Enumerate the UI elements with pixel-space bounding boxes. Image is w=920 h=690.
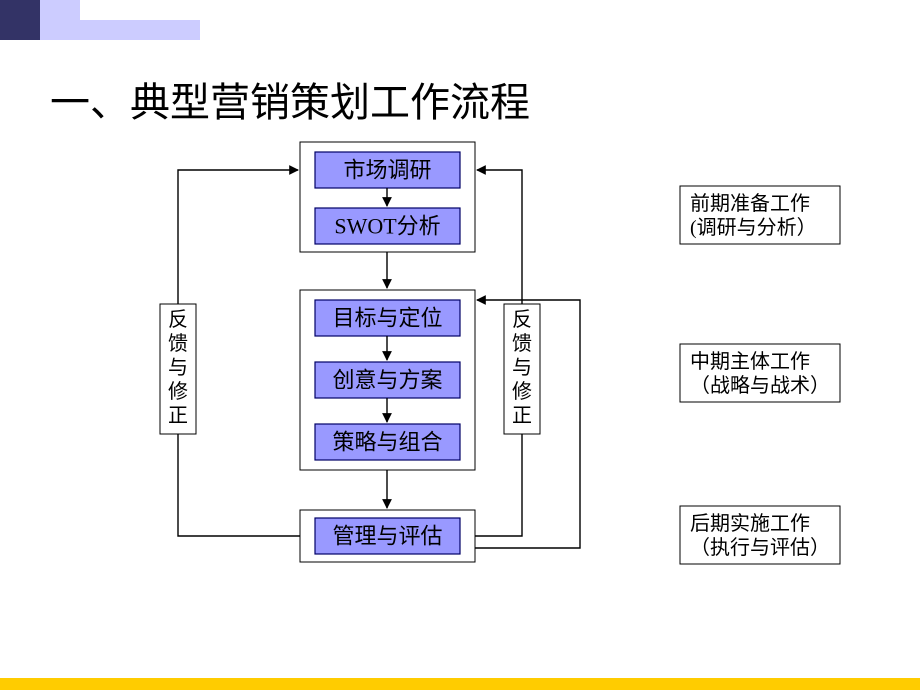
edge-left-up bbox=[178, 170, 298, 304]
node-label: 管理与评估 bbox=[332, 524, 442, 549]
annotation-prep: 前期准备工作 (调研与分析） bbox=[680, 186, 840, 244]
edge-left-down bbox=[178, 434, 300, 536]
node-label: 创意与方案 bbox=[332, 368, 442, 393]
node-label: 策略与组合 bbox=[332, 430, 442, 455]
node-market-research: 市场调研 bbox=[315, 152, 460, 188]
vchar: 反 bbox=[168, 308, 188, 331]
footer-strip bbox=[0, 678, 920, 690]
vchar: 修 bbox=[168, 380, 188, 403]
edge-right-down bbox=[475, 434, 522, 536]
annot-line: 前期准备工作 bbox=[690, 192, 810, 215]
node-target: 目标与定位 bbox=[315, 300, 460, 336]
node-label: 市场调研 bbox=[343, 158, 431, 183]
feedback-right: 反 馈 与 修 正 bbox=[504, 304, 540, 434]
vchar: 与 bbox=[168, 356, 188, 379]
annot-line: (调研与分析） bbox=[690, 216, 817, 239]
annot-line: 后期实施工作 bbox=[690, 512, 810, 535]
annot-line: （执行与评估） bbox=[690, 536, 830, 559]
vchar: 反 bbox=[512, 308, 532, 331]
annotation-main: 中期主体工作 （战略与战术） bbox=[680, 344, 840, 402]
vchar: 馈 bbox=[168, 332, 188, 355]
annot-line: 中期主体工作 bbox=[690, 350, 810, 373]
node-label: SWOT分析 bbox=[334, 214, 440, 239]
vchar: 修 bbox=[512, 380, 532, 403]
node-strategy: 策略与组合 bbox=[315, 424, 460, 460]
node-label: 目标与定位 bbox=[332, 306, 442, 331]
node-swot: SWOT分析 bbox=[315, 208, 460, 244]
vchar: 馈 bbox=[512, 332, 532, 355]
node-idea: 创意与方案 bbox=[315, 362, 460, 398]
flowchart-diagram: 市场调研 SWOT分析 目标与定位 创意与方案 策略与组合 管理与评估 反 馈 … bbox=[0, 0, 920, 690]
node-manage: 管理与评估 bbox=[315, 518, 460, 554]
feedback-left: 反 馈 与 修 正 bbox=[160, 304, 196, 434]
vchar: 正 bbox=[168, 405, 188, 427]
annot-line: （战略与战术） bbox=[690, 374, 830, 397]
vchar: 与 bbox=[512, 356, 532, 379]
annotation-exec: 后期实施工作 （执行与评估） bbox=[680, 506, 840, 564]
vchar: 正 bbox=[512, 405, 532, 427]
edge-right-to-g1 bbox=[477, 170, 522, 304]
